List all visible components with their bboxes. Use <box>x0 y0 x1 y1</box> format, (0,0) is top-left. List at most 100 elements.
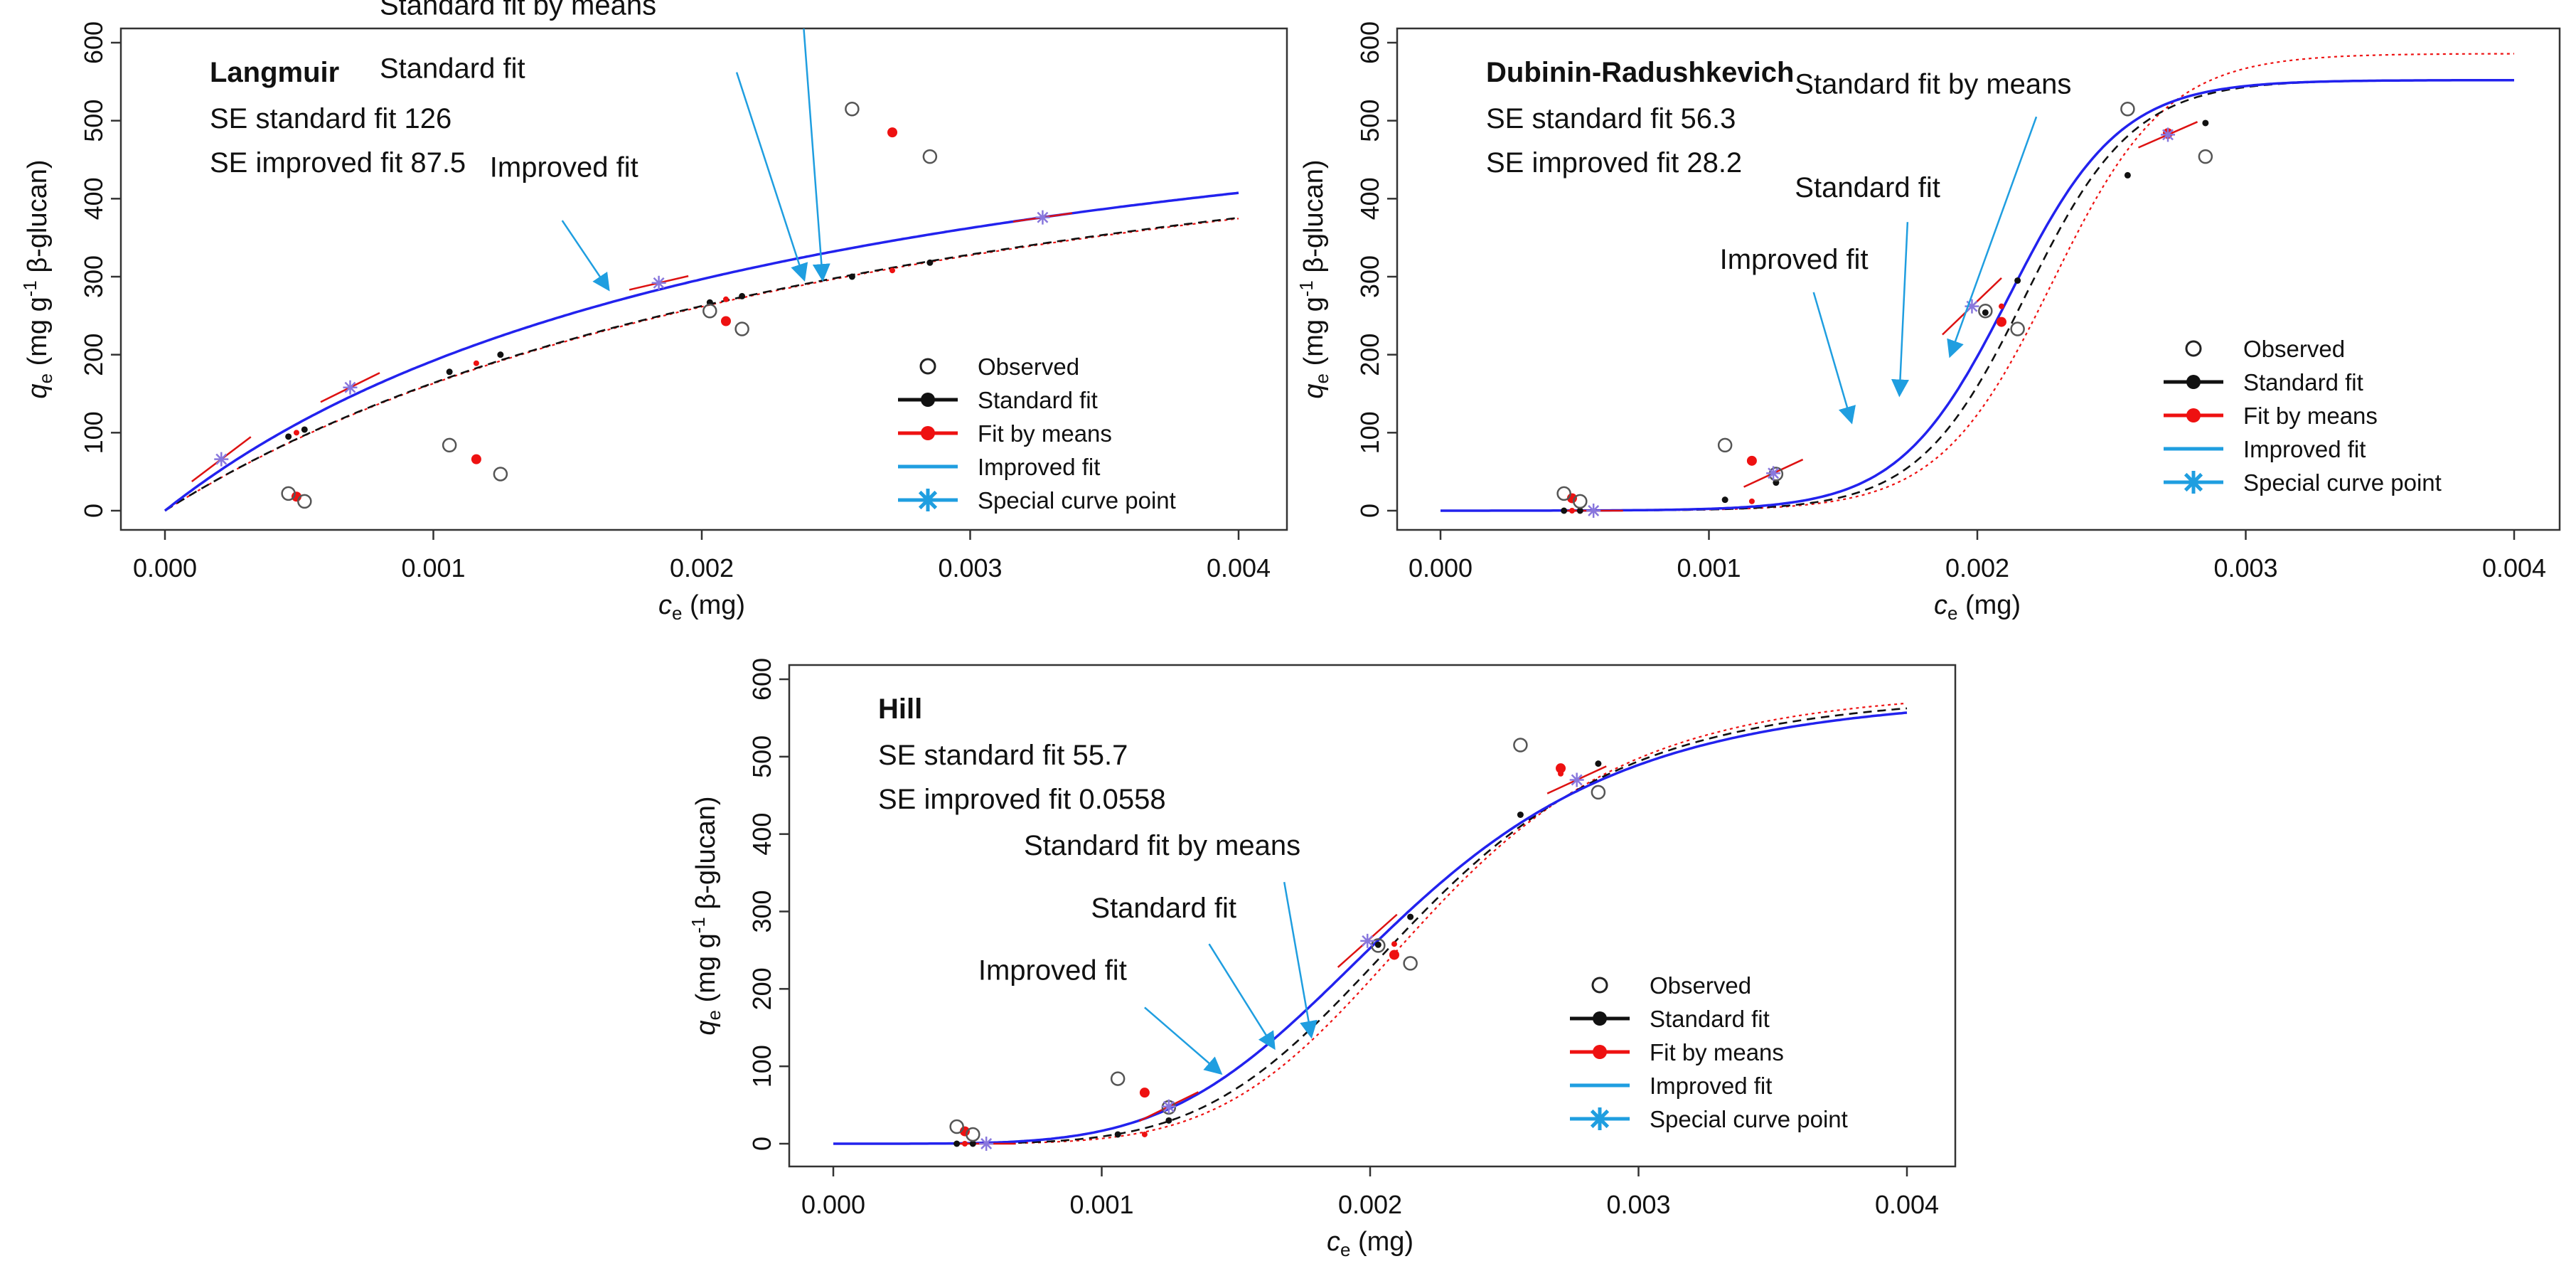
y-tick-label: 0 <box>1355 504 1384 518</box>
standard-fit-point <box>285 433 292 440</box>
legend-means-dot <box>921 426 935 440</box>
y-axis-var: q <box>691 1020 721 1035</box>
y-axis-unit-sup: -1 <box>1295 280 1317 297</box>
se-line: SE improved fit 87.5 <box>210 147 466 179</box>
x-tick-label: 0.000 <box>801 1190 865 1219</box>
fit-by-means-point <box>1556 763 1566 774</box>
y-tick-label: 0 <box>79 504 108 518</box>
legend-means-dot <box>1593 1045 1607 1059</box>
special-point-stroke <box>1163 1100 1175 1112</box>
special-curve-point <box>1360 933 1375 948</box>
standard-fit-point <box>969 1140 976 1147</box>
means-fit-curve-point <box>1391 941 1397 947</box>
observed-point <box>281 486 296 501</box>
standard-fit-point <box>1165 1117 1172 1124</box>
special-point-stroke <box>1362 935 1374 947</box>
standard-fit-point <box>2124 171 2131 179</box>
special-point-stroke <box>1768 467 1780 479</box>
y-tick-label: 400 <box>79 177 108 220</box>
se-line: SE improved fit 0.0558 <box>878 784 1166 815</box>
standard-fit-point <box>848 273 855 280</box>
annotation-arrow <box>561 220 610 292</box>
observed-point <box>845 101 860 117</box>
y-tick-label: 300 <box>79 255 108 298</box>
legend-label: Fit by means <box>1650 1039 1784 1065</box>
special-curve-point <box>2161 127 2176 142</box>
annotation-arrow <box>1208 943 1276 1051</box>
annotation-label: Standard fit <box>1091 893 1236 924</box>
special-point-stroke <box>980 1138 993 1149</box>
standard-fit-point <box>953 1140 961 1147</box>
standard-fit-point <box>926 259 934 266</box>
observed-point <box>966 1127 980 1142</box>
y-axis-unit-post: β-glucan) <box>1299 159 1329 280</box>
se-line: SE improved fit 28.2 <box>1486 147 1742 179</box>
observed-point <box>493 467 508 482</box>
annotation-arrow <box>1283 881 1318 1039</box>
special-curve-point <box>1766 466 1781 481</box>
legend-standard-dot <box>2186 375 2201 389</box>
observed-point <box>734 321 749 336</box>
legend-label: Observed <box>1650 972 1751 999</box>
observed-point <box>1717 437 1733 453</box>
fit-by-means-curve <box>833 702 1908 1145</box>
y-tick-label: 200 <box>79 334 108 376</box>
special-curve-point <box>651 275 666 290</box>
chart-title: Dubinin-Radushkevich <box>1486 57 1794 88</box>
x-tick-label: 0.003 <box>1606 1190 1670 1219</box>
observed-point <box>949 1119 964 1134</box>
standard-fit-point <box>1407 913 1414 920</box>
means-fit-curve-point <box>1998 303 2004 309</box>
legend-label: Fit by means <box>2243 403 2378 429</box>
x-tick-label: 0.000 <box>133 553 197 583</box>
chart-title: Langmuir <box>210 57 339 88</box>
y-axis-unit-pre: (mg g <box>23 297 53 373</box>
special-curve-point <box>214 452 229 467</box>
x-tick-label: 0.000 <box>1409 553 1473 583</box>
observed-point <box>2120 101 2135 117</box>
legend-standard-dot <box>921 393 935 407</box>
legend-label: Standard fit <box>978 387 1098 413</box>
y-tick-label: 500 <box>1355 100 1384 142</box>
y-tick-label: 600 <box>79 21 108 64</box>
annotation-label: Standard fit by means <box>1024 830 1300 861</box>
y-tick-label: 0 <box>747 1137 776 1151</box>
standard-fit-point <box>301 426 308 433</box>
x-axis-sub: e <box>672 602 682 624</box>
legend-label: Improved fit <box>1650 1073 1772 1099</box>
legend-observed-symbol <box>919 358 936 375</box>
special-curve-point <box>1035 210 1050 225</box>
plot-area <box>833 702 1908 1151</box>
fit-by-means-curve <box>1441 53 2515 512</box>
y-tick-label: 200 <box>1355 334 1384 376</box>
observed-point <box>442 437 457 453</box>
improved-fit-curve <box>833 711 1908 1145</box>
x-axis-var: c <box>1327 1227 1340 1257</box>
standard-fit-point <box>1561 507 1568 514</box>
y-tick-label: 100 <box>747 1045 776 1088</box>
y-tick-label: 100 <box>79 411 108 454</box>
annotation-label: Standard fit <box>1795 172 1940 203</box>
y-axis-sub: e <box>703 1010 725 1020</box>
se-line: SE standard fit 56.3 <box>1486 103 1736 134</box>
y-tick-label: 500 <box>747 735 776 778</box>
means-fit-curve-point <box>473 360 479 366</box>
legend-label: Observed <box>978 353 1079 380</box>
standard-fit-point <box>1517 811 1524 818</box>
observed-point <box>297 494 312 509</box>
means-fit-curve-point <box>889 267 896 274</box>
observed-point <box>1513 738 1528 753</box>
special-point-stroke <box>2162 129 2174 141</box>
y-axis-label: qe (mg g-1 β-glucan) <box>688 796 725 1035</box>
y-tick-label: 500 <box>79 100 108 142</box>
special-curve-point <box>343 380 358 395</box>
observed-point <box>2198 149 2213 164</box>
x-axis-unit: (mg) <box>1350 1227 1413 1257</box>
x-tick-label: 0.001 <box>1677 553 1741 583</box>
legend-special-star <box>2184 472 2203 492</box>
special-curve-point <box>1569 772 1584 787</box>
plot-frame <box>1396 27 2561 531</box>
special-curve-point <box>1586 504 1601 518</box>
y-tick-label: 600 <box>1355 21 1384 64</box>
